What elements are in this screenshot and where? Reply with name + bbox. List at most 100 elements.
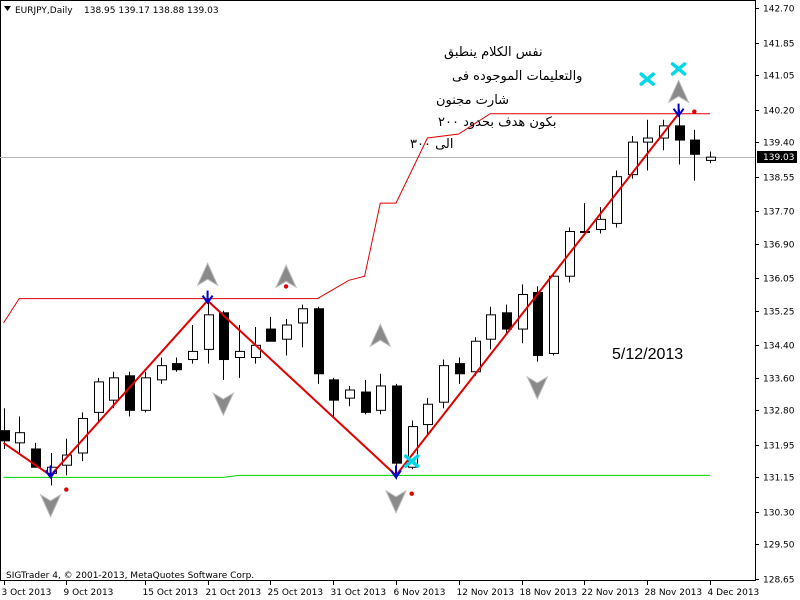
date-annotation: 5/12/2013 <box>612 346 683 363</box>
annotation-text: نفس الكلام ينطبق والتعليمات الموجوده فى … <box>410 45 582 152</box>
gray-down-arrow-icon-2 <box>384 489 408 514</box>
current-price-label: 139.03 <box>763 153 795 163</box>
candle-body-28 <box>439 365 449 403</box>
y-tick-label-1: 141.85 <box>763 40 795 50</box>
x-tick-label-3: 21 Oct 2013 <box>206 588 262 598</box>
y-axis: 142.70 141.85 141.05 140.20 139.40 138.55 137.… <box>755 5 795 586</box>
gray-up-arrow-icon-3 <box>667 79 690 104</box>
ohlc-values: 138.95 139.17 138.88 139.03 <box>84 6 219 16</box>
candle-body-1 <box>15 432 25 444</box>
x-tick-label-1: 9 Oct 2013 <box>64 588 114 598</box>
x-tick-label-8: 18 Nov 2013 <box>520 588 578 598</box>
candle-body-10 <box>157 365 167 381</box>
candle-body-24 <box>376 385 386 411</box>
y-tick-label-15: 130.30 <box>763 509 795 519</box>
candle-body-30 <box>471 340 481 373</box>
candle-body-21 <box>329 379 339 401</box>
candle-body-9 <box>141 377 151 411</box>
candle-body-29 <box>455 363 465 375</box>
candle-body-35 <box>549 275 559 354</box>
annotation-line-4: بكون هدف بحدود ٢٠٠ <box>438 115 556 130</box>
candle-body-31 <box>486 314 496 340</box>
x-tick-label-7: 12 Nov 2013 <box>457 588 515 598</box>
candle-body-7 <box>109 377 119 401</box>
candle-body-2 <box>31 448 41 468</box>
gray-up-arrow-icon-2 <box>369 322 392 348</box>
chevron-down-icon[interactable] <box>4 6 11 11</box>
red-dot-3 <box>692 109 697 114</box>
candle-body-34 <box>533 291 543 356</box>
candle-body-23 <box>361 391 371 413</box>
blue-arrow-icon-1 <box>201 290 214 305</box>
lower-channel-line <box>3 474 710 478</box>
candle-body-18 <box>282 324 292 340</box>
candle-body-12 <box>188 350 198 361</box>
cyan-cross-icon-1 <box>639 72 655 86</box>
x-tick-label-10: 28 Nov 2013 <box>645 588 703 598</box>
y-tick-label-3: 140.20 <box>763 107 795 117</box>
gray-down-arrow-icon-0 <box>39 493 62 519</box>
candle-body-15 <box>235 350 245 359</box>
x-tick-label-2: 15 Oct 2013 <box>143 588 199 598</box>
gray-down-arrow-icon-1 <box>212 391 235 417</box>
y-tick-label-11: 133.60 <box>763 375 795 385</box>
gray-down-arrow-icon-3 <box>526 375 549 401</box>
signal-markers <box>39 62 697 519</box>
candle-body-17 <box>266 328 276 342</box>
candle-body-14 <box>219 312 229 361</box>
candles <box>0 109 716 486</box>
cyan-cross-icon-2 <box>670 62 687 76</box>
y-tick-label-0: 142.70 <box>763 5 795 15</box>
gray-up-arrow-icon-1 <box>274 264 298 289</box>
annotation-line-2: والتعليمات الموجوده فى <box>452 69 582 84</box>
candle-body-8 <box>125 375 135 411</box>
candle-body-22 <box>345 389 355 399</box>
candle-body-0 <box>0 430 10 442</box>
symbol-label: EURJPY,Daily <box>15 6 73 16</box>
y-tick-label-12: 132.80 <box>763 407 795 417</box>
cyan-cross-icon-0 <box>403 454 420 468</box>
y-tick-label-8: 136.05 <box>763 275 795 285</box>
x-tick-label-9: 22 Nov 2013 <box>582 588 640 598</box>
candle-body-40 <box>628 141 638 176</box>
candle-body-43 <box>675 125 685 141</box>
annotation-line-1: نفس الكلام ينطبق <box>444 45 543 60</box>
candle-body-25 <box>392 385 402 464</box>
candle-body-41 <box>643 137 653 143</box>
current-price-box <box>757 151 797 163</box>
x-tick-label-6: 6 Nov 2013 <box>394 588 446 598</box>
blue-arrow-icon-2 <box>390 465 402 480</box>
annotation-line-5: الى ٣٠٠ <box>410 137 454 152</box>
upper-line-path <box>3 113 710 324</box>
candle-body-45 <box>706 156 716 161</box>
y-tick-label-16: 129.50 <box>763 541 795 551</box>
candle-body-11 <box>172 363 182 371</box>
candle-body-38 <box>596 218 606 230</box>
candle-body-4 <box>62 454 72 466</box>
candle-body-13 <box>204 314 214 350</box>
copyright-text: SIGTrader 4, © 2001-2013, MetaQuotes Sof… <box>6 571 254 581</box>
candle-body-20 <box>314 308 324 375</box>
x-tick-label-5: 31 Oct 2013 <box>331 588 387 598</box>
lower-line-path <box>3 474 710 478</box>
candle-body-39 <box>612 176 622 224</box>
x-tick-label-11: 4 Dec 2013 <box>708 588 760 598</box>
x-tick-label-0: 3 Oct 2013 <box>2 588 52 598</box>
y-tick-label-7: 136.90 <box>763 241 795 251</box>
red-dot-0 <box>64 487 69 492</box>
candle-body-6 <box>94 381 104 413</box>
blue-arrow-icon-3 <box>672 103 685 118</box>
blue-arrow-icon-0 <box>44 465 57 480</box>
y-tick-label-14: 131.15 <box>763 474 795 484</box>
plot-frame <box>0 0 756 581</box>
y-tick-label-4: 139.40 <box>763 139 795 149</box>
red-dot-1 <box>283 284 289 289</box>
candle-body-19 <box>298 308 308 324</box>
candle-body-44 <box>690 139 700 155</box>
y-tick-label-17: 128.65 <box>763 576 795 586</box>
chart-header: EURJPY,Daily 138.95 139.17 138.88 139.03 <box>4 6 219 16</box>
y-tick-label-10: 134.40 <box>763 342 795 352</box>
y-tick-label-5: 138.55 <box>763 174 795 184</box>
x-axis: 3 Oct 2013 9 Oct 2013 15 Oct 2013 21 Oct 20… <box>2 580 760 598</box>
